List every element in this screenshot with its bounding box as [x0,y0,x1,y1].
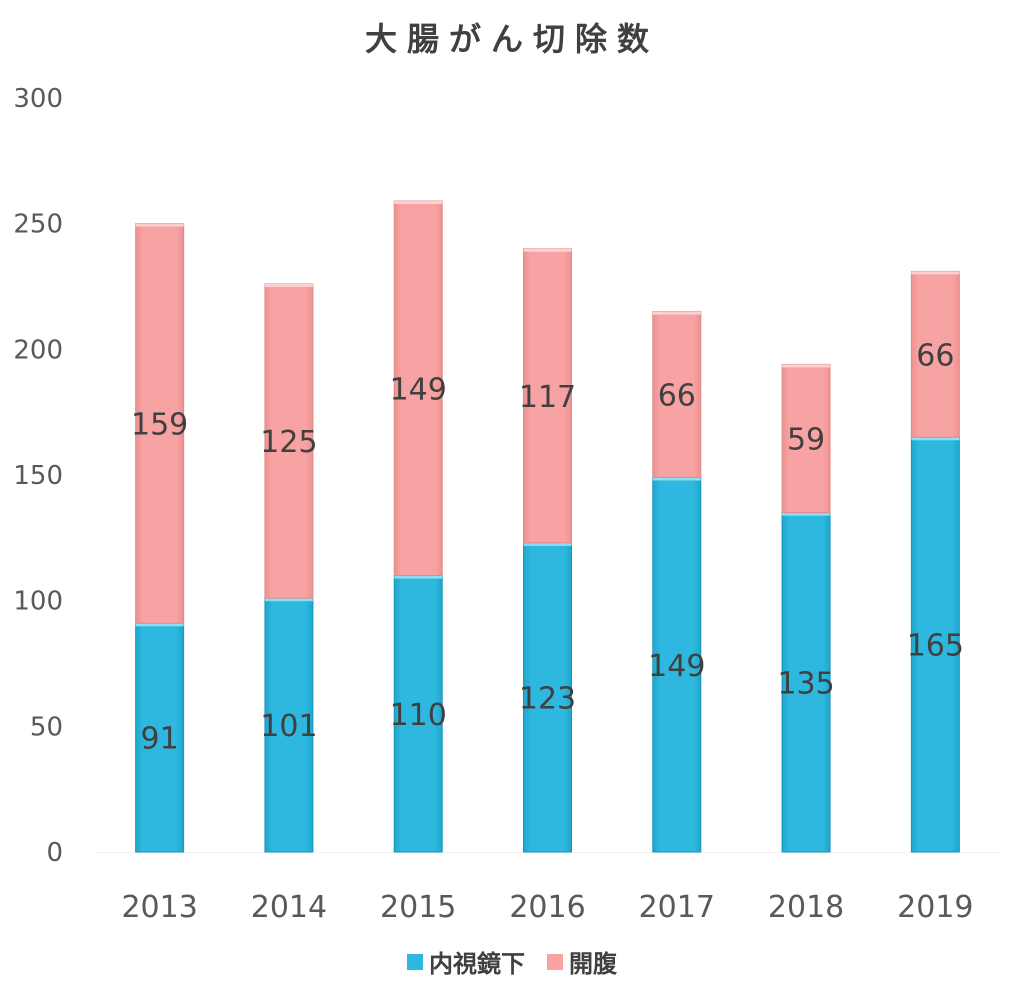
data-label: 125 [260,425,317,460]
bar-segment-open [135,223,185,624]
data-label: 149 [390,372,447,407]
data-label: 59 [787,423,825,458]
y-tick-label: 50 [30,712,63,742]
bar-segment-highlight [523,542,572,546]
data-label: 110 [390,698,447,733]
bar-segment-highlight [652,311,701,315]
bar-segment-endoscopic [910,436,960,853]
y-tick-label: 200 [13,335,63,365]
y-tick-label: 250 [13,210,63,240]
bar-segment-endoscopic [393,575,443,853]
bar-segment-highlight [264,598,313,602]
x-tick-label: 2013 [121,890,197,925]
bar-segment-highlight [782,512,831,516]
bar-segment-highlight [135,623,184,627]
y-tick-label: 300 [13,84,63,114]
data-label: 101 [260,709,317,744]
bar-segment-highlight [911,271,960,275]
bar-segment-endoscopic [523,542,572,853]
bar-segment-open [523,248,572,544]
bar-segment-highlight [523,248,572,252]
legend: 内視鏡下 開腹 [0,944,1024,979]
data-label: 123 [519,681,576,716]
data-label: 66 [658,379,696,414]
data-label: 117 [519,380,576,415]
bar-segment-open [264,283,314,599]
bar-segment-highlight [394,201,443,205]
bar-segment-open [781,363,831,514]
legend-label-open: 開腹 [569,950,617,978]
data-label: 91 [141,722,179,757]
legend-item-endoscopic: 内視鏡下 [407,944,525,979]
bar-segment-endoscopic [135,622,185,853]
y-tick-label: 0 [46,838,63,868]
bar-segment-open [910,270,960,438]
bar-segment-endoscopic [652,477,702,853]
x-tick-label: 2017 [639,890,715,925]
data-label: 165 [907,629,964,664]
bar-segment-open [652,311,702,479]
x-tick-label: 2019 [897,890,973,925]
label-layer: 91 159 101 125 110 149 123 117 149 66 135 59 165 66 [131,338,964,756]
legend-label-endoscopic: 内視鏡下 [429,950,525,978]
x-tick-label: 2016 [509,890,585,925]
x-tick-label: 2014 [251,890,327,925]
data-label: 135 [777,666,834,701]
bar-layer [135,200,960,853]
bar-segment-highlight [135,223,184,227]
chart-title: 大腸がん切除数 [364,20,659,58]
legend-item-open: 開腹 [547,944,617,979]
data-label: 66 [916,338,954,373]
axis-layer: 0 50 100 150 200 250 300 2013 2014 2015 2016 2017 20… [13,84,1000,925]
legend-swatch-open [547,953,563,970]
x-tick-label: 2015 [380,890,456,925]
bar-segment-highlight [911,437,960,441]
bar-segment-highlight [782,364,831,368]
y-tick-label: 100 [13,587,63,617]
data-label: 149 [648,649,705,684]
chart-canvas: 0 50 100 150 200 250 300 2013 2014 2015 2016 2017 20… [13,84,1000,925]
x-tick-label: 2018 [768,890,844,925]
data-label: 159 [131,407,188,442]
bar-segment-endoscopic [264,597,314,853]
y-tick-label: 150 [13,461,63,491]
bar-segment-highlight [652,477,701,481]
bar-segment-highlight [264,283,313,287]
bar-segment-highlight [394,575,443,579]
legend-swatch-endoscopic [407,953,423,970]
